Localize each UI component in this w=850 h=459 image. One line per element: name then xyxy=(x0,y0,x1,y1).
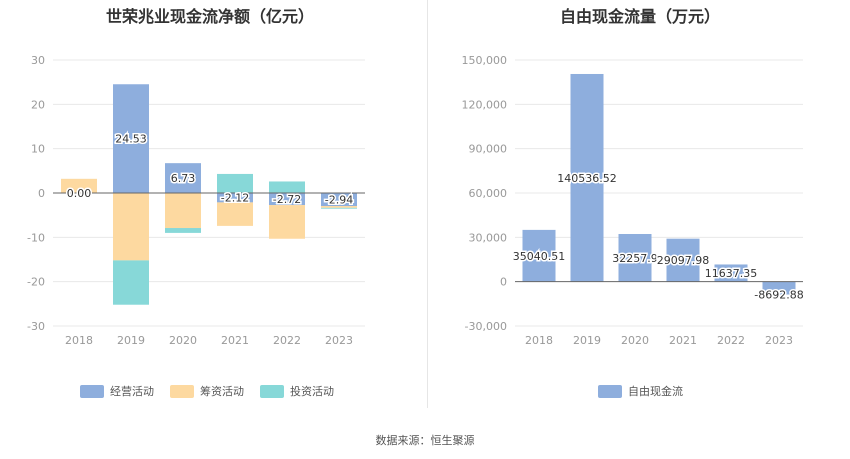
legend-item-financing[interactable]: 筹资活动 xyxy=(170,383,244,399)
legend-swatch-operating xyxy=(80,384,104,398)
x-tick-label: 2020 xyxy=(621,334,649,347)
x-tick-label: 2019 xyxy=(573,334,601,347)
legend-item-fcf[interactable]: 自由现金流 xyxy=(598,383,683,399)
cash-flow-net-chart: 30 20 10 0 -10 -20 -30 2018 2019 2020 2021 2022 2023… xyxy=(27,54,365,347)
bar-fcf xyxy=(666,238,700,282)
bar-investing xyxy=(269,181,305,193)
data-label: 6.73 xyxy=(171,172,196,185)
chart-divider xyxy=(427,0,428,408)
x-tick-label: 2020 xyxy=(169,334,197,347)
x-tick-label: 2019 xyxy=(117,334,145,347)
data-label: -2.94 xyxy=(325,194,353,207)
y-tick-label: 10 xyxy=(31,143,45,156)
bar-operating xyxy=(269,193,305,206)
y-tick-label: -10 xyxy=(27,231,45,244)
y-tick-label: 30 xyxy=(31,54,45,67)
y-tick-label: 90,000 xyxy=(469,143,508,156)
y-tick-label: -20 xyxy=(27,276,45,289)
x-tick-label: 2023 xyxy=(765,334,793,347)
x-tick-label: 2018 xyxy=(525,334,553,347)
y-tick-label: 60,000 xyxy=(469,187,508,200)
y-tick-label: 0 xyxy=(500,276,507,289)
left-legend: 经营活动 筹资活动 投资活动 xyxy=(80,383,334,399)
legend-item-investing[interactable]: 投资活动 xyxy=(260,383,334,399)
x-tick-label: 2023 xyxy=(325,334,353,347)
left-chart-title: 世荣兆业现金流净额（亿元） xyxy=(105,7,314,26)
bar-financing xyxy=(269,205,305,239)
legend-swatch-financing xyxy=(170,384,194,398)
legend-label-financing: 筹资活动 xyxy=(200,385,244,398)
y-tick-label: -30 xyxy=(27,320,45,333)
bar-operating xyxy=(217,193,253,203)
bar-financing xyxy=(113,193,149,261)
y-tick-label: 120,000 xyxy=(462,98,508,111)
bar-investing xyxy=(321,207,357,209)
data-label: 32257.9 xyxy=(612,252,658,265)
bar-operating xyxy=(165,163,201,193)
bar-operating xyxy=(321,193,357,207)
legend-label-investing: 投资活动 xyxy=(290,385,334,398)
bar-operating xyxy=(113,84,149,193)
bar-financing xyxy=(165,193,201,229)
bar-fcf xyxy=(570,73,604,282)
data-label: 24.53 xyxy=(115,133,147,146)
x-tick-label: 2022 xyxy=(717,334,745,347)
data-label: 11637.35 xyxy=(705,267,758,280)
bar-fcf xyxy=(522,229,556,282)
x-tick-label: 2021 xyxy=(669,334,697,347)
data-label: 0.00 xyxy=(67,187,92,200)
bar-investing xyxy=(165,228,201,233)
legend-item-operating[interactable]: 经营活动 xyxy=(80,383,154,399)
legend-swatch-fcf xyxy=(598,384,622,398)
bar-financing xyxy=(61,178,97,193)
y-tick-label: 30,000 xyxy=(469,231,508,244)
bar-financing xyxy=(217,202,253,226)
bar-investing xyxy=(217,173,253,193)
free-cash-flow-chart: 150,000 120,000 90,000 60,000 30,000 0 -30,000… xyxy=(462,54,806,347)
right-chart-title: 自由现金流量（万元） xyxy=(559,7,720,26)
y-tick-label: -30,000 xyxy=(465,320,507,333)
legend-label-fcf: 自由现金流 xyxy=(628,385,683,398)
y-tick-label: 20 xyxy=(31,98,45,111)
data-label: -8692.88 xyxy=(754,289,803,302)
bar-financing xyxy=(321,206,357,208)
data-label: -2.12 xyxy=(221,192,249,205)
data-source: 数据来源：恒生聚源 xyxy=(375,434,475,447)
bar-fcf xyxy=(762,281,796,295)
bar-investing xyxy=(113,260,149,305)
x-tick-label: 2022 xyxy=(273,334,301,347)
data-label: 29097.98 xyxy=(657,254,710,267)
bar-fcf xyxy=(714,264,748,282)
x-tick-label: 2021 xyxy=(221,334,249,347)
x-tick-label: 2018 xyxy=(65,334,93,347)
legend-swatch-investing xyxy=(260,384,284,398)
right-legend: 自由现金流 xyxy=(598,383,683,399)
legend-label-operating: 经营活动 xyxy=(110,385,154,398)
data-label: -2.72 xyxy=(273,193,301,206)
bar-fcf xyxy=(618,233,652,282)
y-tick-label: 150,000 xyxy=(462,54,508,67)
data-label: 35040.51 xyxy=(513,250,566,263)
y-tick-label: 0 xyxy=(38,187,45,200)
data-label: 140536.52 xyxy=(557,172,617,185)
